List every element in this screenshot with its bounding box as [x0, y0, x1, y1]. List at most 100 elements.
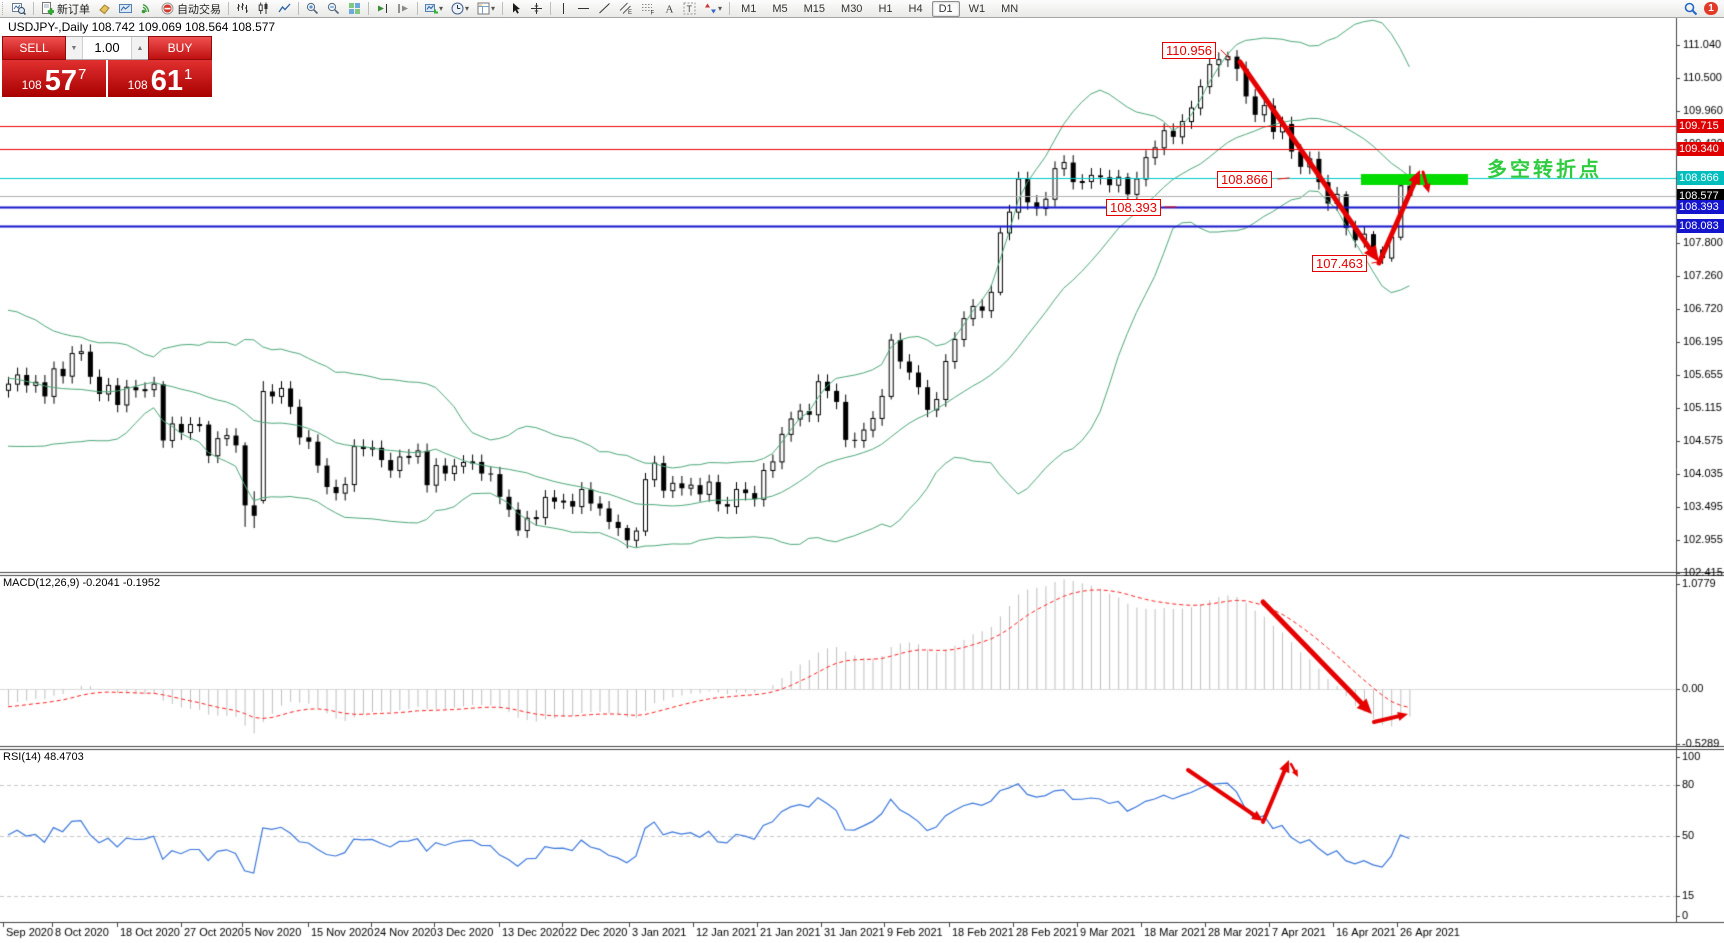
bid-price-big-figure: 108 — [21, 78, 42, 92]
timeframe-M5[interactable]: M5 — [772, 2, 788, 15]
separator — [368, 2, 369, 15]
chart-window-icon — [12, 3, 26, 15]
dropdown-caret-icon: ▾ — [718, 4, 723, 13]
separator — [33, 2, 34, 15]
timeframe-M15[interactable]: M15 — [803, 2, 826, 15]
label-tool-button[interactable]: T — [680, 1, 699, 16]
signal-button[interactable] — [137, 1, 156, 16]
axis-price-tag: 108.577 — [1677, 189, 1724, 203]
vertical-line-icon — [563, 3, 565, 14]
separator — [729, 2, 731, 15]
axis-price-tag: 108.083 — [1677, 219, 1724, 233]
autotrade-button[interactable]: 自动交易 — [158, 1, 224, 16]
autotrade-label: 自动交易 — [177, 3, 221, 16]
search-icon[interactable] — [1684, 2, 1698, 16]
clock-icon — [451, 2, 464, 15]
svg-text:A: A — [666, 4, 674, 16]
vline-tool-button[interactable] — [555, 1, 572, 16]
zoom-out-button[interactable] — [324, 1, 343, 16]
line-chart-button[interactable] — [275, 1, 294, 16]
text-tool-button[interactable]: A — [660, 1, 678, 16]
crosshair-tool-button[interactable] — [527, 1, 546, 16]
periods-button[interactable]: ▾ — [448, 1, 472, 16]
axis-price-tag: 109.340 — [1677, 142, 1724, 156]
separator — [298, 2, 299, 15]
dropdown-caret-icon: ▾ — [491, 4, 496, 13]
fibonacci-icon: F — [642, 4, 655, 15]
arrows-tool-button[interactable]: ▾ — [701, 1, 725, 16]
bars-chart-button[interactable] — [233, 1, 252, 16]
volume-increment-button[interactable]: ▲ — [131, 37, 148, 59]
templates-icon — [477, 2, 490, 15]
toolbar-drag-handle — [2, 2, 6, 15]
bid-price-pips: 57 — [44, 65, 77, 97]
indicators-button[interactable]: ▾ — [422, 1, 446, 16]
chart-shift-button[interactable] — [394, 1, 413, 16]
tile-windows-button[interactable] — [345, 1, 364, 16]
timeframe-H4[interactable]: H4 — [908, 2, 923, 15]
zoom-in-icon — [306, 2, 319, 15]
volume-decrement-button[interactable]: ▼ — [66, 37, 83, 59]
timeframe-group: M1 M5 M15 M30 H1 H4 D1 W1 MN — [733, 0, 1026, 17]
equidistant-channel-icon: E — [619, 2, 632, 15]
horizontal-line-icon — [578, 8, 590, 9]
svg-text:E: E — [628, 10, 632, 15]
candles-chart-icon — [258, 2, 268, 14]
cursor-tool-button[interactable] — [507, 1, 525, 16]
sell-price-button[interactable]: 108 57 7 — [2, 60, 106, 97]
timeframe-MN[interactable]: MN — [1001, 2, 1019, 15]
text-label-icon: T — [683, 2, 696, 15]
auto-scroll-button[interactable] — [373, 1, 392, 16]
axis-price-tag: 108.866 — [1677, 171, 1724, 185]
candles-chart-button[interactable] — [254, 1, 273, 16]
sell-button[interactable]: SELL — [2, 36, 66, 60]
new-order-label: 新订单 — [57, 3, 90, 16]
price-annotation-label: 110.956 — [1162, 42, 1217, 59]
chart-window-button[interactable] — [116, 1, 135, 16]
volume-input[interactable]: 1.00 — [94, 40, 120, 55]
buy-price-button[interactable]: 108 61 1 — [108, 60, 212, 97]
text-icon: A — [666, 4, 674, 16]
chart-shift-icon — [398, 4, 408, 13]
buy-button[interactable]: BUY — [148, 36, 212, 60]
separator — [417, 2, 418, 15]
timeframe-D1[interactable]: D1 — [931, 0, 960, 17]
chart-preview-button[interactable] — [9, 1, 29, 16]
trendline-tool-button[interactable] — [595, 1, 614, 16]
ask-price-pips: 61 — [150, 65, 183, 97]
axis-price-tag: 108.393 — [1677, 200, 1724, 214]
timeframe-M1[interactable]: M1 — [741, 2, 757, 15]
timeframe-H1[interactable]: H1 — [878, 2, 893, 15]
annotation-note: 多空转折点 — [1487, 159, 1602, 181]
zoom-in-button[interactable] — [303, 1, 322, 16]
new-order-button[interactable]: 新订单 — [38, 1, 93, 16]
autotrade-icon — [161, 2, 174, 15]
crosshair-icon — [531, 3, 543, 14]
templates-button[interactable]: ▾ — [474, 1, 498, 16]
line-chart-icon — [278, 3, 291, 13]
price-annotation-label: 108.866 — [1217, 171, 1272, 188]
svg-text:T: T — [687, 4, 693, 14]
axis-price-tag: 109.715 — [1677, 119, 1724, 133]
ask-price-pipette: 1 — [183, 66, 193, 83]
timeframe-W1[interactable]: W1 — [968, 2, 986, 15]
arrow-shapes-icon — [705, 3, 717, 14]
indicators-icon — [425, 4, 438, 14]
dropdown-caret-icon: ▾ — [439, 4, 444, 13]
volume-box: ▼ 1.00 ▲ — [66, 36, 148, 60]
trendline-icon — [599, 3, 610, 14]
separator — [550, 2, 552, 15]
fibonacci-tool-button[interactable]: F — [638, 1, 658, 16]
channel-tool-button[interactable]: E — [616, 1, 636, 16]
eraser-icon — [99, 4, 110, 15]
toolbar-right-group: 1 — [1684, 2, 1718, 16]
notification-badge[interactable]: 1 — [1704, 2, 1718, 15]
eraser-button[interactable] — [95, 1, 114, 16]
separator — [502, 2, 504, 15]
bid-price-pipette: 7 — [77, 66, 87, 83]
hline-tool-button[interactable] — [574, 1, 593, 16]
toolbar: 新订单 自动交易 — [0, 0, 1724, 18]
price-annotation-label: 107.463 — [1312, 255, 1367, 272]
timeframe-M30[interactable]: M30 — [841, 2, 863, 15]
